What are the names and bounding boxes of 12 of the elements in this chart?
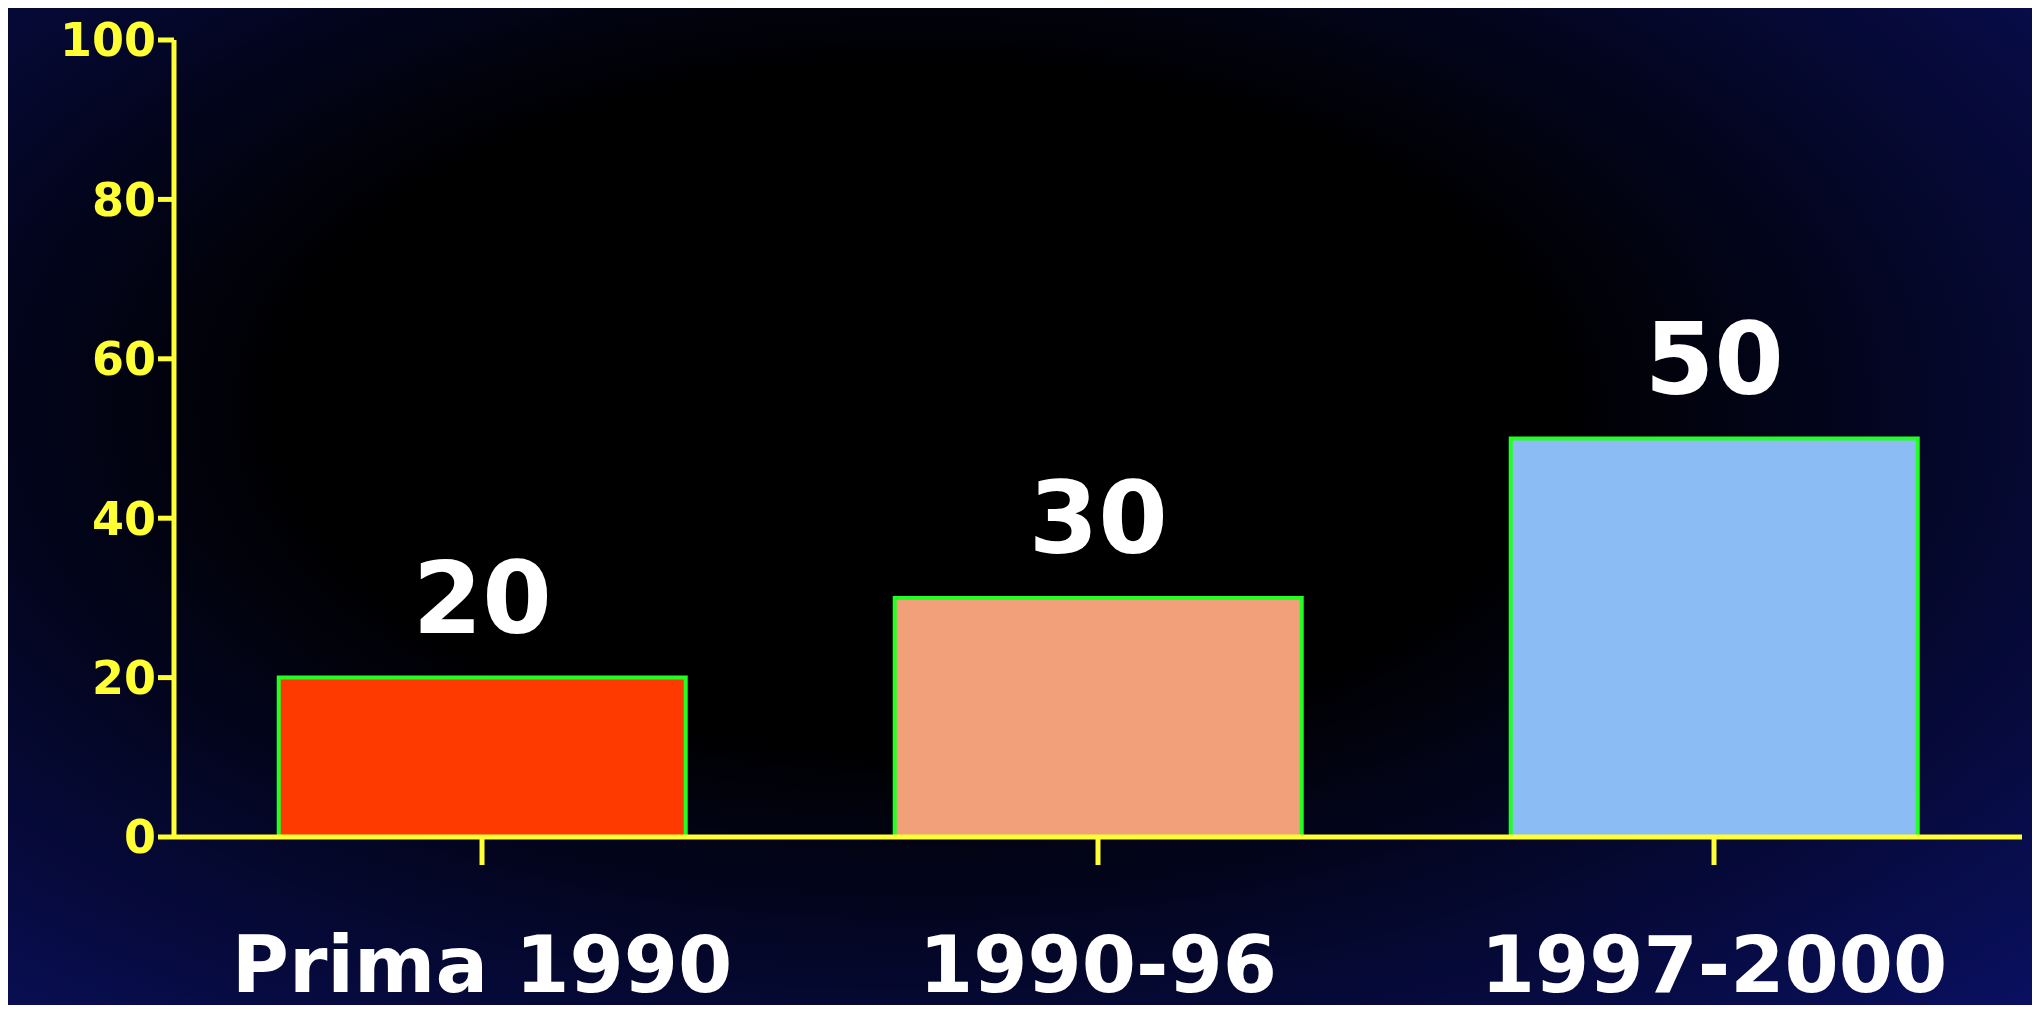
data-label: 50 bbox=[1644, 300, 1784, 418]
y-tick-label: 100 bbox=[59, 13, 156, 68]
x-tick-label: 1990-96 bbox=[918, 920, 1278, 1011]
y-tick-label: 40 bbox=[91, 491, 156, 546]
data-label: 30 bbox=[1028, 459, 1168, 577]
y-tick-label: 20 bbox=[91, 650, 156, 705]
data-label: 20 bbox=[412, 539, 552, 657]
y-tick-label: 60 bbox=[91, 332, 156, 387]
y-tick-label: 80 bbox=[91, 172, 156, 227]
x-tick-label: Prima 1990 bbox=[231, 920, 733, 1011]
x-tick-label: 1997-2000 bbox=[1480, 920, 1948, 1011]
y-tick-label: 0 bbox=[123, 810, 156, 865]
